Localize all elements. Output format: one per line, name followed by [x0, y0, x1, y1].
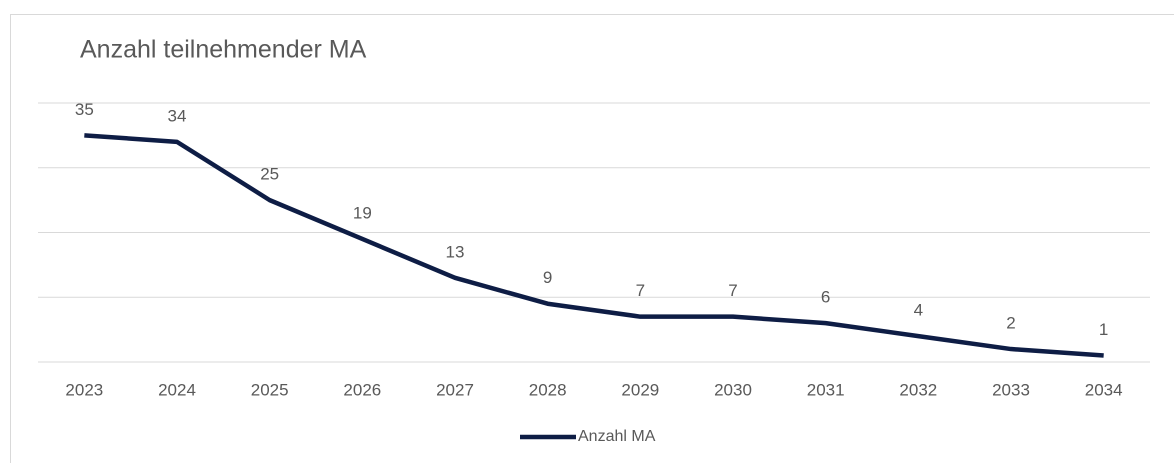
x-tick-label: 2026: [343, 380, 381, 399]
x-tick-label: 2029: [621, 380, 659, 399]
data-label: 25: [260, 165, 279, 184]
data-label: 13: [446, 242, 465, 261]
x-tick-label: 2030: [714, 380, 752, 399]
data-label: 35: [75, 100, 94, 119]
x-tick-label: 2025: [251, 380, 289, 399]
data-label: 7: [636, 281, 645, 300]
data-label: 34: [168, 106, 187, 125]
x-tick-label: 2032: [899, 380, 937, 399]
x-tick-label: 2024: [158, 380, 196, 399]
x-tick-label: 2028: [529, 380, 567, 399]
line-series: [84, 133, 1104, 358]
x-tick-label: 2023: [65, 380, 103, 399]
x-tick-label: 2033: [992, 380, 1030, 399]
data-label: 1: [1099, 320, 1108, 339]
x-tick-label: 2034: [1085, 380, 1123, 399]
data-label: 19: [353, 203, 372, 222]
data-label: 2: [1006, 314, 1015, 333]
data-label: 4: [914, 301, 923, 320]
chart-title: Anzahl teilnehmender MA: [80, 36, 367, 64]
data-label: 9: [543, 268, 552, 287]
legend-label: Anzahl MA: [578, 428, 656, 445]
data-label: 6: [821, 288, 830, 307]
data-label: 7: [728, 281, 737, 300]
x-tick-label: 2031: [807, 380, 845, 399]
chart-frame: [10, 14, 1174, 463]
x-tick-label: 2027: [436, 380, 474, 399]
